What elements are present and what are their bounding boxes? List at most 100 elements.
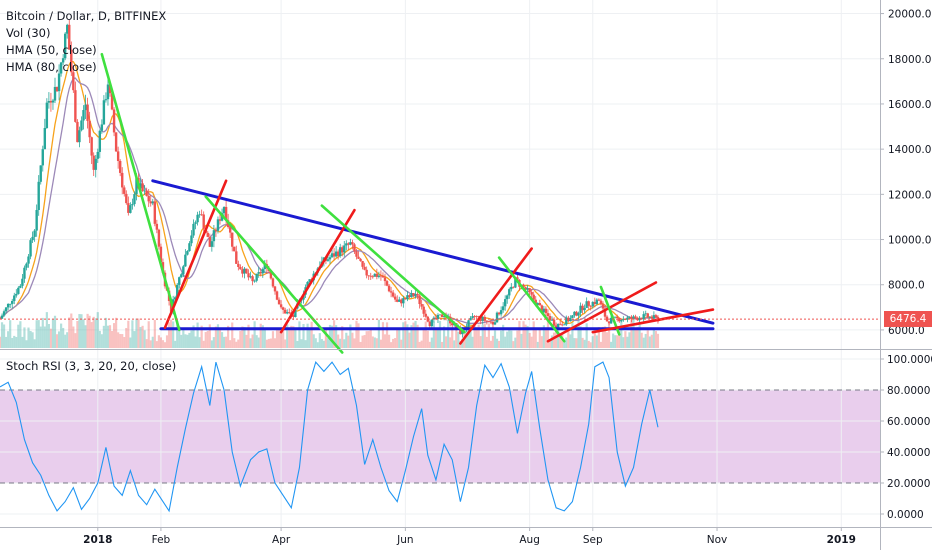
volume-bar (597, 327, 600, 348)
volume-bar (630, 319, 633, 348)
candle (218, 213, 222, 225)
green-trendline[interactable] (497, 256, 566, 343)
candle (363, 262, 366, 271)
candle (622, 316, 625, 322)
volume-bar (343, 339, 346, 348)
candle (434, 314, 438, 321)
volume-bar (502, 324, 505, 348)
candle (577, 311, 580, 320)
volume-bar (0, 322, 4, 348)
volume-bar (595, 335, 598, 348)
volume-bar (328, 324, 332, 348)
candle (538, 299, 542, 306)
candle (6, 303, 10, 310)
volume-bar (192, 325, 195, 348)
symbol-title[interactable]: Bitcoin / Dollar, D, BITFINEX (6, 9, 167, 23)
volume-bar (605, 332, 609, 348)
volume-bar (654, 331, 658, 348)
volume-bar (430, 337, 433, 348)
volume-bar (108, 325, 112, 348)
volume-bar (422, 327, 425, 348)
volume-bar (475, 327, 478, 348)
blue-trendline[interactable] (151, 179, 715, 325)
volume-bar (282, 330, 285, 348)
volume-bar (137, 318, 140, 348)
candle (503, 295, 507, 311)
candle (286, 309, 289, 315)
candle (84, 94, 87, 119)
volume-bar (286, 324, 289, 348)
volume-bar (112, 323, 116, 348)
legend-vol[interactable]: Vol (30) (6, 26, 51, 40)
volume-bar (53, 315, 57, 348)
volume-bar (78, 314, 81, 348)
green-trendline[interactable] (320, 204, 466, 334)
candle (338, 243, 342, 258)
volume-bar (373, 337, 376, 348)
candle (114, 132, 118, 152)
candle (0, 313, 4, 320)
candle (365, 266, 368, 279)
volume-bar (235, 341, 238, 348)
candle (361, 260, 364, 270)
volume-bar (131, 320, 134, 348)
volume-bar (467, 321, 470, 348)
volume-bar (652, 328, 655, 348)
volume-bar (432, 321, 435, 348)
red-trendline[interactable] (591, 308, 715, 334)
candle (349, 238, 352, 246)
candle (11, 298, 14, 309)
time-tick-label: Feb (152, 534, 171, 546)
volume-bar (233, 338, 236, 348)
candle (98, 129, 102, 159)
volume-bar (261, 325, 264, 348)
volume-bar (265, 339, 268, 348)
candle (379, 270, 383, 281)
volume-bar (603, 326, 607, 348)
candle (607, 321, 611, 326)
volume-bar (170, 319, 173, 348)
volume-bar (15, 336, 18, 348)
candle (243, 267, 246, 279)
candle (391, 289, 395, 298)
volume-bar (440, 341, 444, 348)
volume-bar (524, 324, 527, 348)
candle (589, 304, 592, 311)
candle (90, 136, 93, 165)
red-trendline[interactable] (163, 179, 228, 329)
green-trendline[interactable] (204, 195, 344, 354)
time-tick-label: Aug (519, 534, 540, 546)
legend-hma80[interactable]: HMA (80, close) (6, 60, 97, 74)
candle (599, 298, 603, 306)
volume-bar (280, 330, 283, 348)
volume-bar (70, 313, 73, 348)
legend-hma50[interactable]: HMA (50, close) (6, 43, 97, 57)
volume-bar (66, 332, 69, 348)
candle (245, 268, 248, 274)
candle (638, 316, 641, 323)
volume-bar (196, 322, 199, 348)
volume-bar (508, 329, 511, 348)
red-trendline[interactable] (546, 281, 658, 343)
volume-bar (644, 333, 647, 348)
candle (151, 198, 154, 206)
red-trendline[interactable] (459, 247, 533, 345)
volume-bar (55, 334, 59, 348)
volume-bar (626, 336, 629, 348)
volume-bar (9, 320, 12, 348)
volume-bar (284, 339, 287, 348)
candle (575, 310, 578, 317)
red-trendline[interactable] (279, 208, 356, 334)
volume-bar (465, 329, 468, 348)
volume-bar (214, 326, 218, 348)
time-tick-label: Jun (396, 534, 413, 546)
price-tick-label: 6000.0 (888, 325, 925, 337)
volume-bar (624, 331, 627, 348)
rsi-legend[interactable]: Stoch RSI (3, 3, 20, 20, close) (6, 359, 177, 373)
green-trendline[interactable] (100, 52, 181, 332)
volume-bar (322, 340, 325, 348)
candle (178, 276, 181, 289)
candle (255, 273, 258, 283)
candle (253, 279, 256, 283)
